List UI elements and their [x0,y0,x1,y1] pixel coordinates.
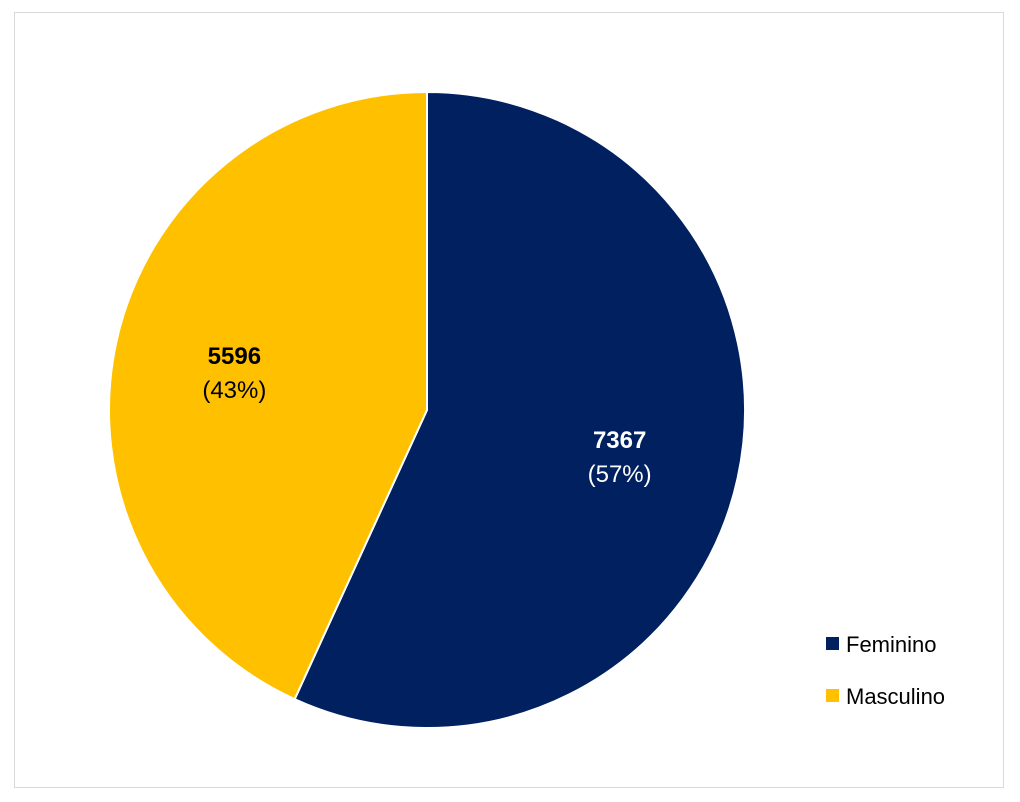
data-label-value-masculino: 5596 [208,343,261,370]
pie-slices [108,90,746,729]
legend-label-feminino: Feminino [846,632,936,657]
data-label-percent-masculino: (43%) [202,377,266,404]
legend: Feminino Masculino [826,632,945,709]
legend-label-masculino: Masculino [846,684,945,709]
data-label-percent-feminino: (57%) [588,461,652,488]
legend-swatch-masculino [826,689,839,702]
data-label-value-feminino: 7367 [593,427,646,454]
pie-slice-masculino [108,90,428,701]
data-labels: 7367 (57%) 5596 (43%) [202,343,651,488]
pie-slice-feminino [293,90,746,729]
legend-swatch-feminino [826,637,839,650]
